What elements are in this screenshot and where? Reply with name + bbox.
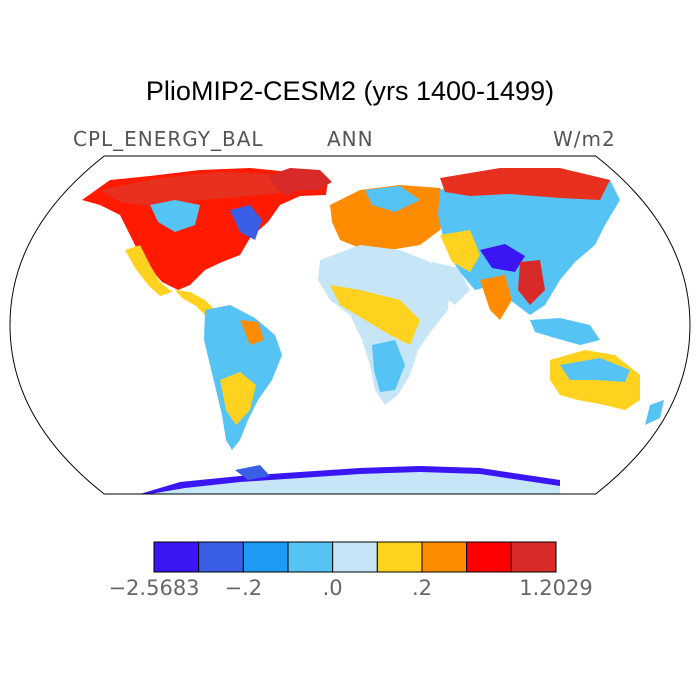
colorbar-swatch <box>332 541 378 573</box>
variable-name: CPL_ENERGY_BAL <box>73 127 264 151</box>
asia-tibet-blue <box>480 244 525 272</box>
colorbar-swatch <box>510 541 557 573</box>
colorbar <box>153 541 557 573</box>
colorbar-label: −2.5683 <box>108 576 200 600</box>
colorbar-swatch <box>153 541 200 573</box>
map-field <box>82 168 664 494</box>
colorbar-swatch <box>466 541 512 573</box>
north-america-gold <box>125 245 172 296</box>
antarctica-coast <box>140 466 560 494</box>
antarctic-peninsula <box>235 465 270 480</box>
greenland <box>268 168 332 196</box>
colorbar-swatch <box>376 541 423 573</box>
colorbar-label: 1.2029 <box>519 576 593 600</box>
arabia <box>432 262 470 305</box>
colorbar-swatch <box>287 541 334 573</box>
map-boundary <box>9 155 691 495</box>
asia <box>438 170 620 315</box>
colorbar-label: −.2 <box>224 576 263 600</box>
europe-blue <box>365 186 420 212</box>
africa-blue <box>372 340 405 392</box>
map-title: PlioMIP2-CESM2 (yrs 1400-1499) <box>145 76 555 106</box>
asia-red-east <box>518 260 545 305</box>
colorbar-swatch <box>198 541 244 573</box>
maritime-se-asia <box>530 318 600 345</box>
europe <box>330 185 450 250</box>
colorbar-label: .0 <box>322 576 343 600</box>
colorbar-label: .2 <box>411 576 433 600</box>
india <box>480 275 512 320</box>
colorbar-swatch <box>242 541 289 573</box>
season-label: ANN <box>327 127 374 151</box>
canada-blue-edge <box>230 205 262 240</box>
asia-gold <box>440 230 480 272</box>
south-america-gold <box>220 372 256 425</box>
units-label: W/m2 <box>553 127 616 151</box>
australia-blue <box>560 358 630 382</box>
new-zealand <box>645 400 664 425</box>
asia-siberia-red <box>440 168 610 200</box>
south-america-orange <box>240 320 264 345</box>
africa-gold <box>330 285 420 345</box>
north-america-blue <box>150 200 200 232</box>
north-america-north <box>100 172 300 206</box>
colorbar-swatch <box>421 541 468 573</box>
